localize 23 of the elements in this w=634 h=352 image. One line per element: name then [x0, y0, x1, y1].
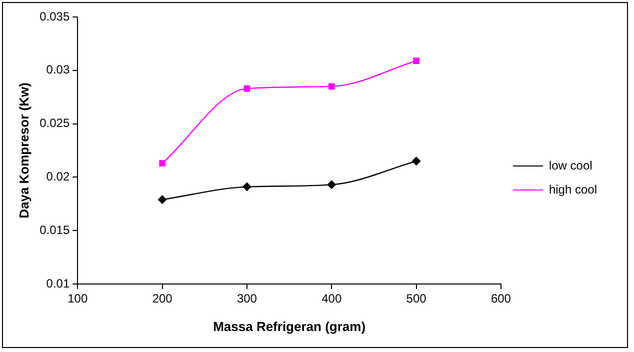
y-tick-label: 0.03: [46, 62, 70, 77]
legend-label: high cool: [548, 182, 598, 196]
point: [159, 160, 166, 166]
point: [327, 180, 336, 190]
point: [242, 182, 252, 192]
x-tick-label: 100: [68, 292, 88, 306]
point: [413, 58, 420, 64]
x-tick-label: 400: [322, 292, 342, 306]
legend-label: low cool: [548, 158, 592, 172]
point: [158, 195, 167, 204]
x-tick-label: 300: [236, 292, 258, 306]
x-tick-label: 500: [406, 292, 427, 306]
x-tick-label: 600: [490, 292, 512, 306]
y-tick-label: 0.015: [40, 222, 70, 237]
y-axis-title: Daya Kompresor (Kw): [16, 82, 32, 218]
point: [412, 156, 421, 166]
x-tick-label: 200: [152, 292, 173, 306]
x-axis-title: Massa Refrigeran (gram): [213, 318, 366, 334]
y-tick-label: 0.035: [40, 9, 70, 24]
y-tick-label: 0.01: [46, 276, 70, 290]
y-tick-label: 0.025: [40, 116, 70, 130]
point: [328, 83, 335, 90]
y-tick-label: 0.02: [46, 170, 70, 184]
